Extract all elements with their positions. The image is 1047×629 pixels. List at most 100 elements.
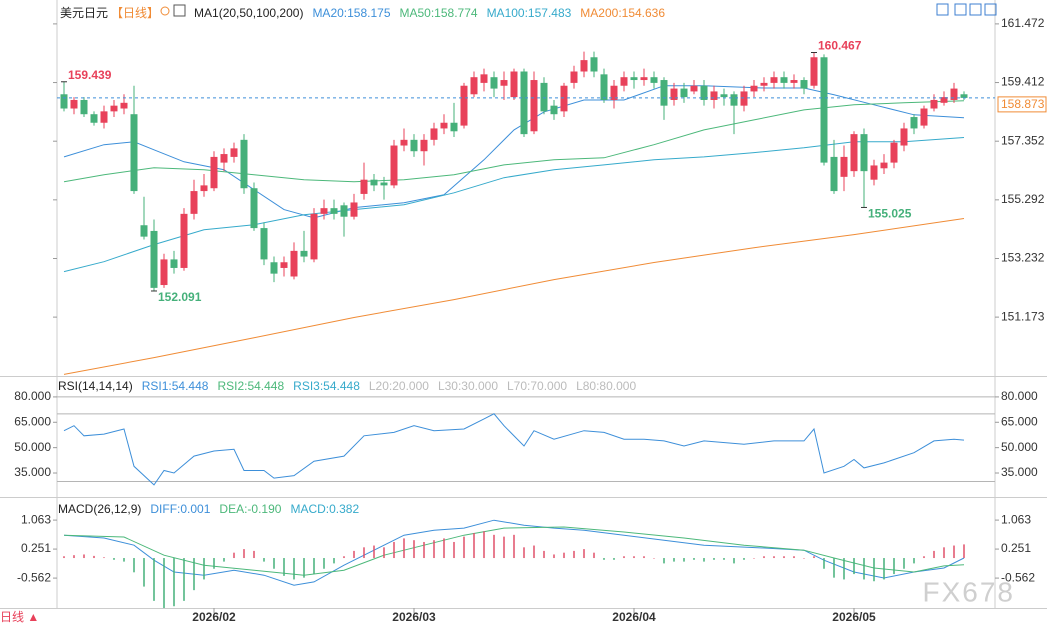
candle-body	[200, 185, 208, 192]
candle-body	[380, 182, 388, 186]
histogram-bar	[803, 558, 805, 559]
candle-body	[930, 99, 938, 109]
histogram-bar	[693, 558, 695, 560]
candle-body	[580, 60, 588, 72]
zoom-in-button[interactable]	[936, 3, 949, 16]
histogram-bar	[243, 549, 245, 559]
histogram-bar	[473, 533, 475, 559]
histogram-bar	[573, 550, 575, 559]
histogram-bar	[403, 538, 405, 559]
candle-body	[780, 77, 788, 83]
candle-body	[370, 179, 378, 186]
histogram-bar	[513, 534, 515, 559]
histogram-bar	[213, 558, 215, 569]
indicator: MACD(26,12,9)	[58, 502, 142, 516]
histogram-bar	[753, 558, 755, 559]
y-tick-label: 155.292	[1001, 192, 1045, 206]
period-switch[interactable]: 日线 ▲	[0, 610, 39, 624]
collapse-icon[interactable]	[160, 6, 170, 16]
histogram-bar	[543, 550, 545, 559]
candle-body	[750, 85, 758, 92]
annotation: 159.439	[68, 68, 112, 82]
zoom-out-button[interactable]	[954, 3, 967, 16]
fullscreen-button[interactable]	[984, 3, 997, 16]
layout-button[interactable]	[969, 3, 982, 16]
y-tick-label: 157.352	[1001, 133, 1045, 147]
histogram-bar	[943, 547, 945, 559]
candle-body	[420, 139, 428, 152]
histogram-bar	[873, 558, 875, 582]
histogram-bar	[603, 558, 605, 560]
y-tick-label: -0.562	[1001, 570, 1035, 584]
candle-body	[260, 228, 268, 260]
legend-item: MA200:154.636	[580, 5, 666, 20]
y-tick-label: 35.000	[14, 465, 51, 479]
candle-body	[110, 105, 118, 112]
y-tick-label: 161.472	[1001, 16, 1045, 30]
histogram-bar	[673, 558, 675, 562]
histogram-bar	[163, 558, 165, 608]
histogram-bar	[183, 558, 185, 601]
candle-body	[590, 57, 598, 72]
candle-body	[400, 139, 408, 146]
candle-body	[600, 74, 608, 100]
histogram-bar	[93, 555, 95, 559]
candle-body	[840, 156, 848, 177]
candle-body	[240, 139, 248, 189]
candle-body	[410, 139, 418, 152]
histogram-bar	[273, 558, 275, 569]
legend-item: L80:80.000	[576, 379, 637, 393]
histogram-bar	[743, 558, 745, 560]
candle-body	[960, 94, 968, 98]
candle-body	[910, 117, 918, 129]
candle-body	[670, 88, 678, 100]
y-tick-label: 0.251	[1001, 541, 1031, 555]
candle-body	[290, 250, 298, 277]
histogram-bar	[423, 541, 425, 559]
histogram-bar	[483, 531, 485, 559]
histogram-bar	[393, 541, 395, 559]
legend-item: MACD:0.382	[290, 502, 360, 516]
candle-body	[850, 134, 858, 172]
histogram-bar	[553, 554, 555, 559]
indicator: MA1(20,50,100,200)	[194, 5, 304, 20]
candle-body	[530, 80, 538, 132]
histogram-bar	[623, 556, 625, 559]
histogram-bar	[653, 558, 655, 559]
indicator-icon[interactable]	[173, 4, 186, 17]
candle-body	[570, 71, 578, 83]
histogram-bar	[373, 545, 375, 559]
y-tick-label: 65.000	[1001, 414, 1038, 428]
histogram-bar	[723, 558, 725, 560]
candle-body	[700, 85, 708, 100]
histogram-bar	[563, 552, 565, 559]
y-tick-label: 80.000	[1001, 389, 1038, 403]
y-tick-label: 153.232	[1001, 251, 1045, 265]
histogram-bar	[853, 558, 855, 575]
histogram-bar	[833, 558, 835, 578]
candle-body	[80, 99, 88, 115]
histogram-bar	[133, 558, 135, 573]
candle-body	[140, 225, 148, 237]
histogram-bar	[903, 558, 905, 569]
legend-item: L20:20.000	[368, 379, 429, 393]
candle-body	[870, 165, 878, 180]
histogram-bar	[233, 552, 235, 559]
candle-body	[270, 262, 278, 274]
y-tick-label: 50.000	[1001, 440, 1038, 454]
y-tick-label: 80.000	[14, 389, 51, 403]
series-line	[63, 519, 965, 586]
candle-body	[160, 259, 168, 286]
histogram-bar	[323, 558, 325, 569]
series-line	[63, 100, 965, 183]
candle-body	[150, 230, 158, 288]
histogram-bar	[683, 558, 685, 562]
histogram-bar	[203, 558, 205, 580]
series-line	[63, 218, 965, 375]
candle-body	[340, 205, 348, 217]
candle-body	[550, 105, 558, 115]
candle-body	[60, 94, 68, 109]
annotation: 152.091	[158, 290, 202, 304]
histogram-bar	[733, 558, 735, 564]
